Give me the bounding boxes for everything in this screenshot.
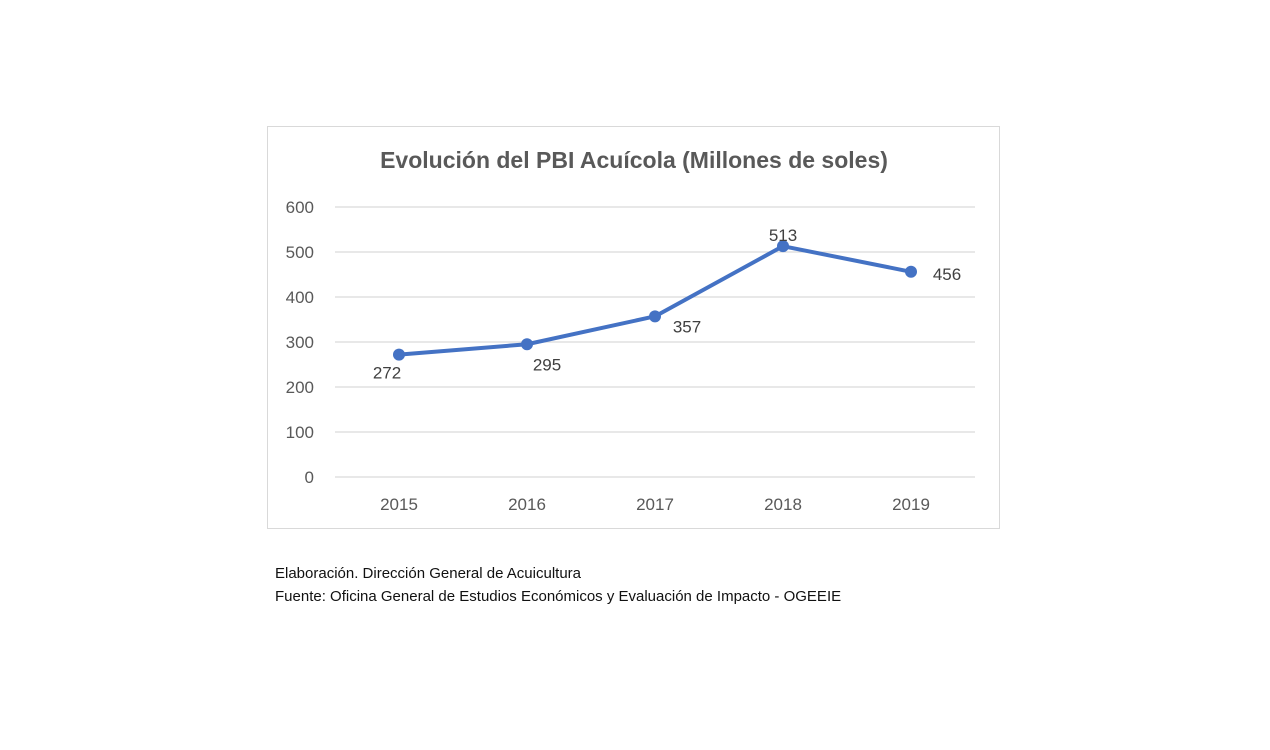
x-tick-label: 2017 (636, 495, 674, 514)
data-point (521, 338, 533, 351)
series-line (398, 244, 912, 357)
data-point (649, 310, 661, 323)
data-label: 357 (673, 317, 701, 336)
y-tick-label: 200 (286, 378, 314, 397)
data-label: 295 (533, 355, 561, 374)
chart-title: Evolución del PBI Acuícola (Millones de … (380, 147, 888, 173)
data-point (777, 240, 789, 253)
y-tick-label: 600 (286, 198, 314, 217)
caption-fuente: Fuente: Oficina General de Estudios Econ… (275, 588, 842, 605)
chart-frame (267, 126, 1000, 529)
data-label: 272 (373, 364, 401, 383)
x-tick-label: 2016 (508, 495, 546, 514)
y-tick-label: 100 (286, 423, 314, 442)
data-point (905, 265, 917, 278)
x-tick-label: 2015 (380, 495, 418, 514)
y-tick-label: 0 (305, 468, 314, 487)
data-point (393, 348, 405, 361)
y-tick-label: 300 (286, 333, 314, 352)
x-tick-label: 2019 (892, 495, 930, 514)
x-tick-label: 2018 (764, 495, 802, 514)
data-label: 513 (769, 226, 797, 245)
caption-elaboracion: Elaboración. Dirección General de Acuicu… (275, 565, 581, 582)
y-tick-label: 400 (286, 288, 314, 307)
data-label: 456 (933, 265, 961, 284)
y-tick-label: 500 (286, 243, 314, 262)
